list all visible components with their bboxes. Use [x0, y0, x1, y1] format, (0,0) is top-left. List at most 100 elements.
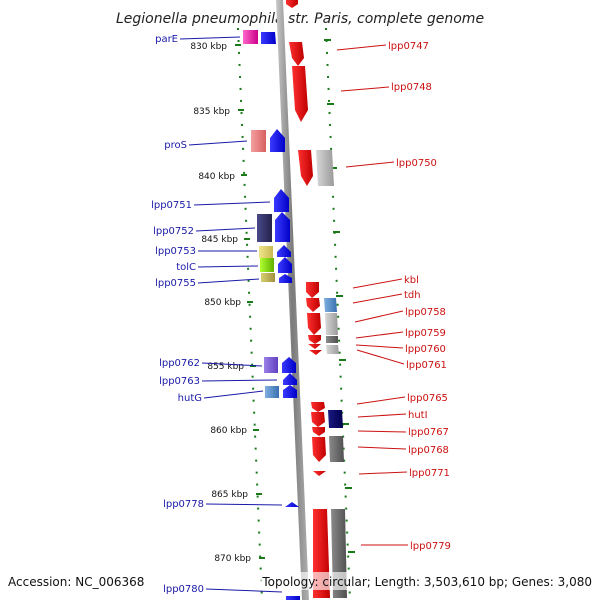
gene-label: hutI	[408, 410, 428, 421]
gene-label: lpp0779	[410, 541, 451, 552]
tick-835: 835 kbp	[193, 107, 244, 117]
gene-label: lpp0758	[405, 307, 446, 318]
gene-lpp0748[interactable]	[292, 66, 308, 122]
tick-label: 855 kbp	[207, 362, 244, 372]
genome-summary-text: Topology: circular; Length: 3,503,610 bp…	[261, 575, 592, 589]
label-lpp0759[interactable]: lpp0759	[355, 328, 446, 339]
label-lpp0762[interactable]: lpp0762	[159, 358, 263, 369]
homolog-box	[257, 214, 272, 242]
homolog-box	[326, 345, 339, 354]
gene-label: lpp0751	[151, 200, 192, 211]
label-hutG[interactable]: hutG	[178, 390, 264, 404]
label-lpp0751[interactable]: lpp0751	[151, 200, 271, 211]
gene-lpp0751[interactable]	[274, 189, 289, 212]
gene-lpp0753[interactable]	[277, 245, 291, 257]
gene-parE[interactable]	[261, 32, 276, 44]
homolog-box	[328, 410, 343, 428]
label-lpp0748[interactable]: lpp0748	[340, 82, 432, 93]
label-tdh[interactable]: tdh	[352, 290, 421, 304]
gene-label: lpp0753	[155, 246, 196, 257]
forward-strand-genes	[243, 30, 300, 600]
gene-lpp0758[interactable]	[307, 313, 321, 335]
gene-lpp0759[interactable]	[308, 335, 321, 344]
gene-lpp0767[interactable]	[312, 427, 325, 436]
label-lpp0747[interactable]: lpp0747	[336, 41, 429, 52]
gene-lpp0780[interactable]	[286, 596, 300, 600]
label-lpp0755[interactable]: lpp0755	[155, 278, 260, 289]
label-lpp0760[interactable]: lpp0760	[355, 344, 446, 355]
label-lpp0752[interactable]: lpp0752	[153, 226, 256, 237]
gene-label: lpp0748	[391, 82, 432, 93]
gene-label: kbl	[404, 275, 419, 286]
tick-870: 870 kbp	[214, 554, 265, 564]
gene-lpp0765[interactable]	[311, 402, 325, 412]
homolog-box	[243, 30, 258, 44]
gene-tdh[interactable]	[306, 298, 320, 312]
tick-label: 830 kbp	[190, 42, 227, 52]
label-lpp0765[interactable]: lpp0765	[356, 393, 448, 405]
gene-lpp0778[interactable]	[285, 502, 299, 507]
gene-lpp0771[interactable]	[313, 471, 326, 476]
homolog-box	[259, 246, 273, 258]
gene-proS[interactable]	[270, 129, 285, 152]
label-proS[interactable]: proS	[164, 140, 248, 151]
gene-label: lpp0780	[163, 584, 204, 595]
gene-lpp0762[interactable]	[282, 357, 296, 373]
gene-lpp0763[interactable]	[283, 373, 297, 385]
tick-label: 845 kbp	[201, 235, 238, 245]
gene-label: lpp0755	[155, 278, 196, 289]
label-kbl[interactable]: kbl	[352, 275, 419, 289]
tick-label: 840 kbp	[198, 172, 235, 182]
gene-label: lpp0778	[163, 499, 204, 510]
gene-arrow-top[interactable]	[286, 0, 298, 8]
gene-hutG[interactable]	[283, 385, 297, 398]
gene-lpp0768[interactable]	[312, 437, 326, 462]
homolog-box	[326, 336, 338, 343]
label-lpp0768[interactable]: lpp0768	[357, 445, 449, 456]
label-lpp0753[interactable]: lpp0753	[155, 246, 257, 257]
gene-label: lpp0765	[407, 393, 448, 404]
gene-hutI[interactable]	[311, 412, 325, 427]
gene-label: lpp0767	[408, 427, 449, 438]
accession-text: Accession: NC_006368	[8, 575, 144, 589]
gene-lpp0752[interactable]	[275, 212, 290, 242]
tick-label: 870 kbp	[214, 554, 251, 564]
gene-lpp0761[interactable]	[309, 350, 322, 355]
label-parE[interactable]: parE	[155, 34, 241, 45]
gene-kbl[interactable]	[306, 282, 319, 298]
label-lpp0761[interactable]: lpp0761	[356, 349, 447, 371]
label-lpp0750[interactable]: lpp0750	[345, 158, 437, 169]
homolog-box	[260, 258, 274, 272]
label-lpp0758[interactable]: lpp0758	[354, 307, 446, 323]
gene-label: lpp0771	[409, 468, 450, 479]
scale-ticks: 830 kbp 835 kbp 840 kbp 845 kbp 850 kbp …	[190, 42, 265, 564]
gene-label: parE	[155, 34, 178, 45]
label-lpp0778[interactable]: lpp0778	[163, 499, 283, 510]
left-gene-labels: parE proS lpp0751 lpp0752 lpp0753 tolC l…	[151, 34, 283, 595]
right-gene-labels: lpp0747 lpp0748 lpp0750 kbl tdh lpp0758 …	[336, 41, 451, 552]
label-lpp0779[interactable]: lpp0779	[361, 541, 451, 552]
gene-lpp0760[interactable]	[308, 344, 321, 349]
tick-850: 850 kbp	[204, 298, 253, 308]
tick-label: 850 kbp	[204, 298, 241, 308]
label-lpp0771[interactable]: lpp0771	[358, 468, 450, 479]
gene-lpp0750[interactable]	[298, 150, 313, 186]
label-lpp0763[interactable]: lpp0763	[159, 376, 278, 387]
label-lpp0780[interactable]: lpp0780	[163, 584, 283, 595]
homolog-box	[264, 357, 278, 373]
gene-label: lpp0759	[405, 328, 446, 339]
gene-lpp0755[interactable]	[279, 274, 292, 283]
footer-backdrop	[256, 572, 596, 590]
label-lpp0767[interactable]: lpp0767	[357, 427, 449, 438]
label-hutI[interactable]: hutI	[357, 410, 428, 421]
homolog-box	[329, 436, 344, 462]
label-tolC[interactable]: tolC	[176, 262, 259, 273]
gene-lpp0747[interactable]	[289, 42, 304, 66]
tick-830: 830 kbp	[190, 42, 241, 52]
gene-tolC[interactable]	[278, 257, 292, 273]
tick-845: 845 kbp	[201, 235, 250, 245]
gene-label: hutG	[178, 393, 202, 404]
tick-label: 835 kbp	[193, 107, 230, 117]
gene-label: lpp0761	[406, 360, 447, 371]
tick-label: 860 kbp	[210, 426, 247, 436]
